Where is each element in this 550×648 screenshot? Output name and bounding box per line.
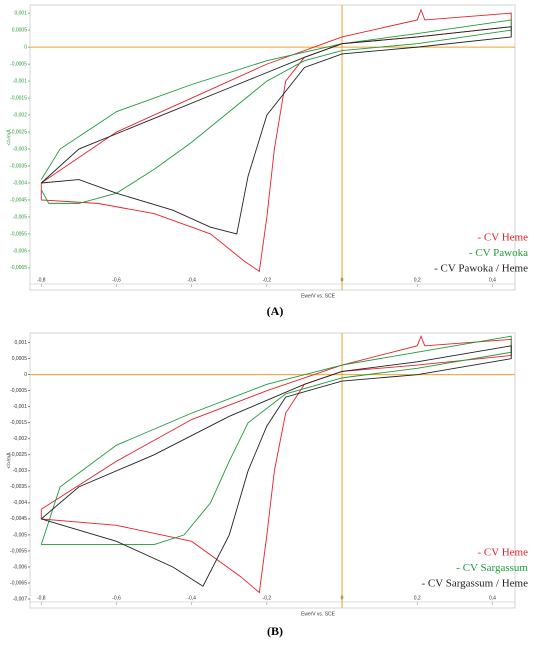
- x-tick-label: -0,2: [263, 595, 272, 601]
- y-tick-label: -0,0055: [10, 548, 27, 554]
- y-tick-label: -0,002: [13, 112, 27, 118]
- y-axis-label: <I>/mA: [6, 129, 12, 146]
- legend-entry: - CV Pawoka / Heme: [434, 263, 528, 275]
- y-tick-label: -0,004: [13, 180, 27, 186]
- y-tick-label: 0: [24, 372, 27, 378]
- cv-curve: [40, 26, 512, 235]
- y-tick-label: 0: [24, 44, 27, 50]
- x-axis-label: Ewe/V vs. SCE: [301, 611, 336, 617]
- y-tick-label: 0,001: [14, 340, 27, 346]
- y-tick-label: -0,005: [13, 532, 27, 538]
- x-tick-label: 0,4: [489, 277, 496, 283]
- plot-frame: [29, 4, 516, 291]
- y-tick-label: -0,0035: [10, 163, 27, 169]
- panel-label: (B): [267, 624, 283, 638]
- x-tick-label: -0,8: [37, 277, 46, 283]
- legend-entry: - CV Sargassum: [456, 562, 528, 574]
- legend-entry: - CV Pawoka: [469, 247, 528, 259]
- y-tick-label: 0,001: [14, 10, 27, 16]
- x-tick-label: 0,2: [414, 595, 421, 601]
- x-tick-label: 0,2: [414, 277, 421, 283]
- y-tick-label: -0,0055: [10, 231, 27, 237]
- y-tick-label: -0,0005: [10, 61, 27, 67]
- y-tick-label: -0,006: [13, 248, 27, 254]
- x-axis-label: Ewe/V vs. SCE: [301, 293, 336, 299]
- x-tick-label: 0,4: [489, 595, 496, 601]
- y-axis-label: <I>/mA: [6, 452, 12, 469]
- y-tick-label: -0,0045: [10, 516, 27, 522]
- plot-frame: [29, 332, 516, 609]
- y-tick-label: -0,0015: [10, 95, 27, 101]
- y-tick-label: -0,003: [13, 146, 27, 152]
- y-tick-label: -0,001: [13, 404, 27, 410]
- y-tick-label: -0,0045: [10, 197, 27, 203]
- y-tick-label: -0,002: [13, 436, 27, 442]
- x-tick-label: -0,4: [187, 595, 196, 601]
- legend-entry: - CV Heme: [477, 232, 528, 244]
- y-tick-label: -0,0025: [10, 452, 27, 458]
- y-tick-label: 0,0005: [12, 27, 28, 33]
- legend-entry: - CV Heme: [477, 547, 528, 559]
- y-tick-label: -0,004: [13, 500, 27, 506]
- y-tick-label: -0,007: [13, 596, 27, 602]
- x-tick-label: -0,6: [112, 595, 121, 601]
- legend-entry: - CV Sargassum / Heme: [421, 578, 528, 590]
- y-tick-label: -0,006: [13, 564, 27, 570]
- x-tick-label: -0,6: [112, 277, 121, 283]
- y-tick-label: 0,0005: [12, 356, 28, 362]
- y-tick-label: -0,0025: [10, 129, 27, 135]
- y-tick-label: -0,0065: [10, 265, 27, 271]
- x-tick-label: -0,8: [37, 595, 46, 601]
- y-tick-label: -0,001: [13, 78, 27, 84]
- x-tick-label: -0,4: [187, 277, 196, 283]
- y-tick-label: -0,0015: [10, 420, 27, 426]
- y-tick-label: -0,005: [13, 214, 27, 220]
- y-tick-label: -0,003: [13, 468, 27, 474]
- cv-curve: [40, 19, 512, 204]
- cv-curve: [40, 345, 512, 587]
- cv-curve: [40, 335, 512, 545]
- y-tick-label: -0,0035: [10, 484, 27, 490]
- panel-label: (A): [267, 304, 284, 318]
- x-tick-label: -0,2: [263, 277, 272, 283]
- cv-curve: [40, 8, 512, 273]
- y-tick-label: -0,0065: [10, 580, 27, 586]
- cv-curve: [40, 334, 512, 594]
- y-tick-label: -0,0005: [10, 388, 27, 394]
